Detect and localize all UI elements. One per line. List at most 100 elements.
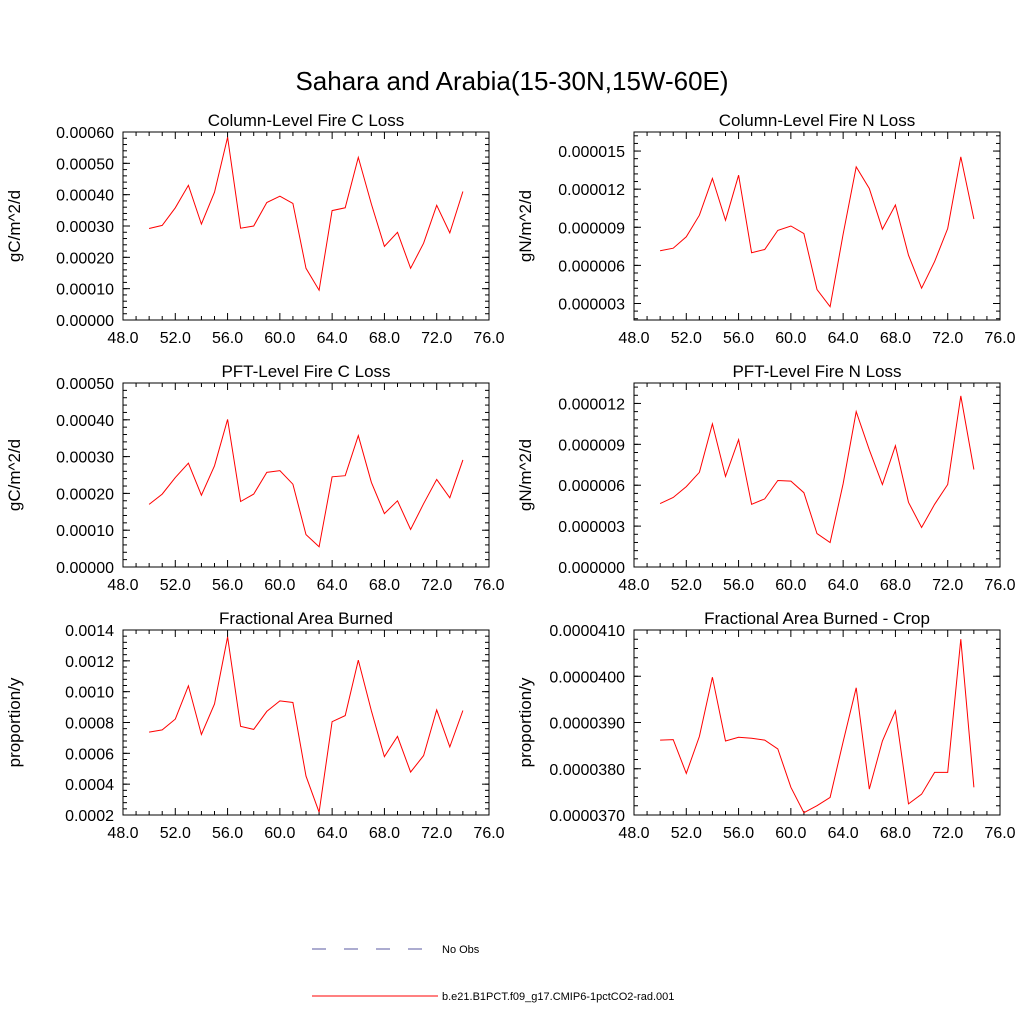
y-tick-label: 0.0004 [65,777,114,794]
x-tick-label: 68.0 [880,577,911,594]
x-tick-label: 48.0 [618,330,649,347]
x-tick-label: 52.0 [160,825,191,842]
x-tick-label: 56.0 [723,577,754,594]
y-tick-label: 0.00020 [56,486,114,503]
panels: Column-Level Fire C Loss gC/m^2/d 48.0 52.0… [5,111,1016,842]
y-tick-label: 0.00060 [56,125,114,142]
y-tick-label: 0.000006 [558,258,625,275]
y-tick-label: 0.0002 [65,808,114,825]
y-axis-label: proportion/y [516,677,535,767]
x-tick-label: 52.0 [160,330,191,347]
y-tick-label: 0.000012 [558,182,625,199]
x-tick-label: 72.0 [421,330,452,347]
y-axis-label: gN/m^2/d [516,190,535,262]
figure-title: Sahara and Arabia(15-30N,15W-60E) [295,66,728,96]
legend-model-label: b.e21.B1PCT.f09_g17.CMIP6-1pctCO2-rad.00… [442,991,674,1003]
x-tick-label: 72.0 [421,577,452,594]
y-tick-label: 0.00040 [56,413,114,430]
y-tick-label: 0.0000390 [549,716,625,733]
x-tick-label: 76.0 [984,825,1015,842]
x-tick-label: 48.0 [618,825,649,842]
legend-obs-label: No Obs [442,944,480,956]
x-tick-label: 76.0 [984,577,1015,594]
x-tick-label: 56.0 [212,330,243,347]
panel-title: Column-Level Fire C Loss [208,111,405,130]
x-tick-label: 52.0 [160,577,191,594]
x-tick-label: 48.0 [107,825,138,842]
y-tick-label: 0.0014 [65,623,114,640]
y-tick-label: 0.00050 [56,156,114,173]
x-tick-label: 60.0 [264,330,295,347]
x-tick-label: 56.0 [212,577,243,594]
y-tick-label: 0.00010 [56,523,114,540]
x-tick-label: 60.0 [264,577,295,594]
series-line [149,636,464,813]
panel-title: PFT-Level Fire N Loss [732,362,901,381]
x-tick-label: 48.0 [107,330,138,347]
y-tick-label: 0.0006 [65,746,114,763]
y-tick-label: 0.000000 [558,560,625,577]
y-tick-label: 0.00000 [56,560,114,577]
x-tick-label: 56.0 [212,825,243,842]
panel-title: Column-Level Fire N Loss [719,111,916,130]
x-tick-label: 76.0 [473,825,504,842]
x-tick-label: 60.0 [264,825,295,842]
x-tick-label: 76.0 [473,577,504,594]
x-tick-label: 64.0 [317,577,348,594]
x-tick-label: 60.0 [775,330,806,347]
series-line [148,137,464,292]
x-tick-label: 72.0 [932,577,963,594]
series-line [148,419,464,548]
chart-panel: PFT-Level Fire C Loss gC/m^2/d 48.0 52.0 56.… [5,362,505,594]
x-tick-label: 68.0 [369,330,400,347]
x-tick-label: 56.0 [723,825,754,842]
y-tick-label: 0.000009 [558,220,625,237]
y-tick-label: 0.00050 [56,376,114,393]
legend: No Obs b.e21.B1PCT.f09_g17.CMIP6-1pctCO2… [312,944,674,1003]
y-tick-label: 0.000003 [558,519,625,536]
x-tick-label: 48.0 [618,577,649,594]
x-tick-label: 64.0 [317,330,348,347]
x-tick-label: 52.0 [671,577,702,594]
plot-frame [633,131,1001,321]
y-tick-label: 0.000003 [558,296,625,313]
chart-panel: Column-Level Fire C Loss gC/m^2/d 48.0 52.0… [5,111,505,347]
plot-frame [633,629,1001,816]
series-line [660,156,975,308]
x-tick-label: 72.0 [421,825,452,842]
y-tick-label: 0.0012 [65,654,114,671]
plot-frame [122,629,490,816]
y-tick-label: 0.000009 [558,437,625,454]
panel-title: Fractional Area Burned [219,609,393,628]
y-tick-label: 0.0000410 [549,623,625,640]
y-tick-label: 0.0000380 [549,762,625,779]
chart-panel: Fractional Area Burned proportion/y 48.0 52… [5,609,505,842]
x-tick-label: 52.0 [671,825,702,842]
x-tick-label: 60.0 [775,825,806,842]
y-tick-label: 0.0010 [65,685,114,702]
x-tick-label: 48.0 [107,577,138,594]
x-tick-label: 60.0 [775,577,806,594]
y-axis-label: gC/m^2/d [5,439,24,511]
plot-frame [633,382,1001,568]
x-tick-label: 68.0 [880,330,911,347]
x-tick-label: 68.0 [369,825,400,842]
x-tick-label: 72.0 [932,330,963,347]
y-tick-label: 0.00030 [56,450,114,467]
y-tick-label: 0.0008 [65,716,114,733]
x-tick-label: 76.0 [473,330,504,347]
x-tick-label: 64.0 [828,577,859,594]
x-tick-label: 64.0 [317,825,348,842]
y-tick-label: 0.00030 [56,219,114,236]
series-line [660,639,975,814]
y-axis-label: gC/m^2/d [5,190,24,262]
y-tick-label: 0.000012 [558,396,625,413]
chart-panel: Fractional Area Burned - Crop proportion/… [516,609,1016,842]
y-tick-label: 0.000015 [558,144,625,161]
chart-panel: PFT-Level Fire N Loss gN/m^2/d 48.0 52.0 56.… [516,362,1016,594]
plot-frame [122,131,490,321]
x-tick-label: 72.0 [932,825,963,842]
panel-title: PFT-Level Fire C Loss [221,362,390,381]
x-tick-label: 56.0 [723,330,754,347]
